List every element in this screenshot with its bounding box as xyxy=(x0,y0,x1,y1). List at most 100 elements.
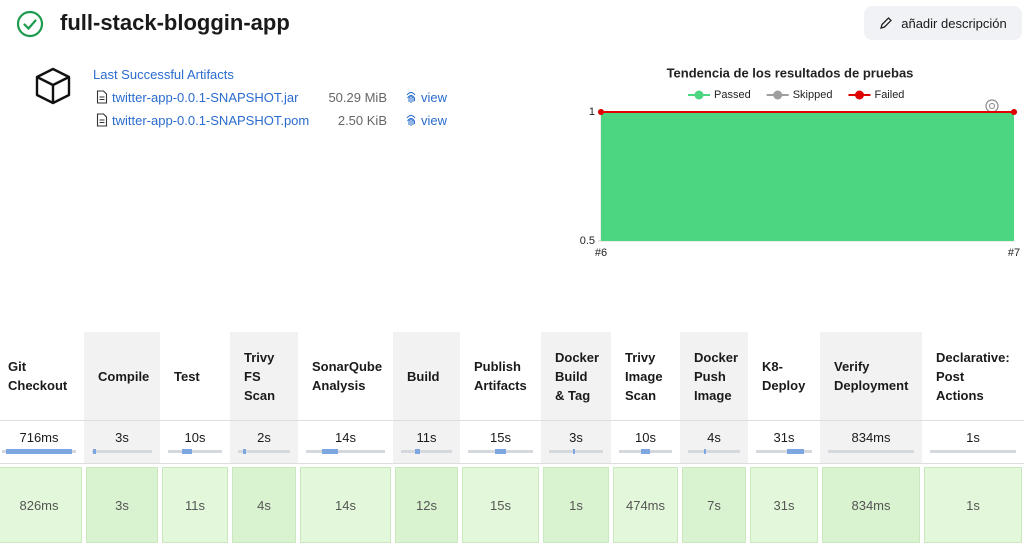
settings-icon[interactable] xyxy=(985,99,999,113)
legend-label: Passed xyxy=(714,89,751,101)
point xyxy=(1011,109,1017,115)
build-stage-time[interactable]: 834ms xyxy=(822,467,920,543)
average-bar xyxy=(688,449,740,454)
artifact-size: 2.50 KiB xyxy=(337,112,387,128)
artifact-view[interactable]: view xyxy=(405,90,447,105)
stage-column: Test 10s 11s xyxy=(160,332,230,547)
stage-average: 716ms xyxy=(0,420,84,464)
bar-fill xyxy=(243,449,247,454)
stage-name: Trivy FS Scan xyxy=(230,332,298,420)
x-tick-label: #6 xyxy=(595,247,607,259)
artifact-row: twitter-app-0.0.1-SNAPSHOT.pom 2.50 KiB vi… xyxy=(96,111,447,129)
build-stage-time[interactable]: 15s xyxy=(462,467,539,543)
view-label: view xyxy=(421,112,448,128)
stage-average: 3s xyxy=(541,420,611,464)
bar-fill xyxy=(786,449,804,454)
bar-fill xyxy=(573,449,576,454)
build-stage-time[interactable]: 7s xyxy=(682,467,746,543)
stage-name: SonarQube Analysis xyxy=(312,359,383,393)
average-bar xyxy=(168,449,222,454)
legend-dot xyxy=(773,90,783,100)
average-time: 4s xyxy=(707,430,721,445)
legend-dot xyxy=(854,90,864,100)
average-time: 15s xyxy=(490,430,511,445)
average-bar xyxy=(828,450,914,453)
build-stage-time[interactable]: 14s xyxy=(300,467,391,543)
stage-average: 15s xyxy=(460,420,541,464)
stage-column: Docker Push Image 4s 7s xyxy=(680,332,748,547)
average-bar xyxy=(306,449,385,454)
artifact-icon xyxy=(35,67,71,105)
artifacts-title[interactable]: Last Successful Artifacts xyxy=(93,67,234,82)
build-stage-time[interactable]: 12s xyxy=(395,467,458,543)
bar-fill xyxy=(93,449,97,454)
average-time: 716ms xyxy=(19,430,59,445)
button-label: añadir descripción xyxy=(901,15,1007,31)
stage-average: 1s xyxy=(922,420,1024,464)
average-time: 31s xyxy=(773,430,795,445)
artifact-size: 50.29 MiB xyxy=(328,89,387,105)
job-title: full-stack-bloggin-app xyxy=(60,10,290,35)
bar-fill xyxy=(5,449,73,454)
build-stage-time[interactable]: 3s xyxy=(86,467,158,543)
average-bar xyxy=(549,449,603,454)
bar-fill xyxy=(495,449,506,454)
average-time: 10s xyxy=(635,430,656,445)
stage-name: Git Checkout xyxy=(8,359,68,393)
bar-fill xyxy=(641,449,650,454)
y-tick-label: 0.5 xyxy=(580,235,595,247)
build-stage-time[interactable]: 1s xyxy=(543,467,609,543)
stage-average: 10s xyxy=(611,420,680,464)
status-icon xyxy=(16,10,44,38)
bar-fill xyxy=(415,449,421,454)
bar-fill xyxy=(321,449,338,454)
stage-average: 834ms xyxy=(820,420,922,464)
build-stage-time[interactable]: 1s xyxy=(924,467,1022,543)
x-tick-label: #7 xyxy=(1008,247,1020,259)
stage-name: Declarative: Post Actions xyxy=(936,349,1010,403)
stage-name: Build xyxy=(393,332,460,420)
build-stage-time[interactable]: 4s xyxy=(232,467,296,543)
average-time: 2s xyxy=(257,430,271,445)
stage-average: 31s xyxy=(748,420,820,464)
artifact-name[interactable]: twitter-app-0.0.1-SNAPSHOT.jar xyxy=(112,89,299,105)
stage-column: Git Checkout 716ms 826ms xyxy=(0,332,84,547)
average-time: 11s xyxy=(416,430,437,445)
area xyxy=(601,112,1014,241)
pencil-icon xyxy=(880,17,893,29)
fingerprint-icon xyxy=(406,115,416,126)
point xyxy=(598,109,604,115)
build-stage-time[interactable]: 474ms xyxy=(613,467,678,543)
stage-column: Publish Artifacts 15s 15s xyxy=(460,332,541,547)
artifact-view[interactable]: view xyxy=(405,113,447,128)
build-stage-time[interactable]: 31s xyxy=(750,467,818,543)
legend-label: Failed xyxy=(874,89,904,101)
stage-column: Trivy FS Scan 2s 4s xyxy=(230,332,298,547)
stage-average: 10s xyxy=(160,420,230,464)
add-description-button[interactable]: añadir descripción xyxy=(864,6,1022,40)
stage-column: Trivy Image Scan 10s 474ms xyxy=(611,332,680,547)
test-trend-chart: Tendencia de los resultados de pruebas P… xyxy=(580,65,1020,259)
stage-average: 11s xyxy=(393,420,460,464)
stage-view: Git Checkout 716ms 826ms Compile 3s 3s Test 10s… xyxy=(0,332,1024,547)
stage-name: Trivy Image Scan xyxy=(625,349,663,403)
file-icon xyxy=(96,113,108,127)
stage-name: Docker Push Image xyxy=(680,332,748,420)
stage-average: 2s xyxy=(230,420,298,464)
artifact-row: twitter-app-0.0.1-SNAPSHOT.jar 50.29 MiB v… xyxy=(96,88,447,106)
stage-average: 3s xyxy=(84,420,160,464)
average-bar xyxy=(756,449,812,454)
average-time: 10s xyxy=(184,430,206,445)
average-bar xyxy=(92,449,152,454)
artifact-name[interactable]: twitter-app-0.0.1-SNAPSHOT.pom xyxy=(112,112,310,128)
stage-column: Build 11s 12s xyxy=(393,332,460,547)
legend-label: Skipped xyxy=(793,89,833,101)
stage-average: 14s xyxy=(298,420,393,464)
build-stage-time[interactable]: 11s xyxy=(162,467,228,543)
average-bar xyxy=(930,450,1016,453)
stage-name: Test xyxy=(174,368,200,384)
fingerprint-icon xyxy=(406,92,416,103)
average-bar xyxy=(401,449,452,454)
build-stage-time[interactable]: 826ms xyxy=(0,467,82,543)
